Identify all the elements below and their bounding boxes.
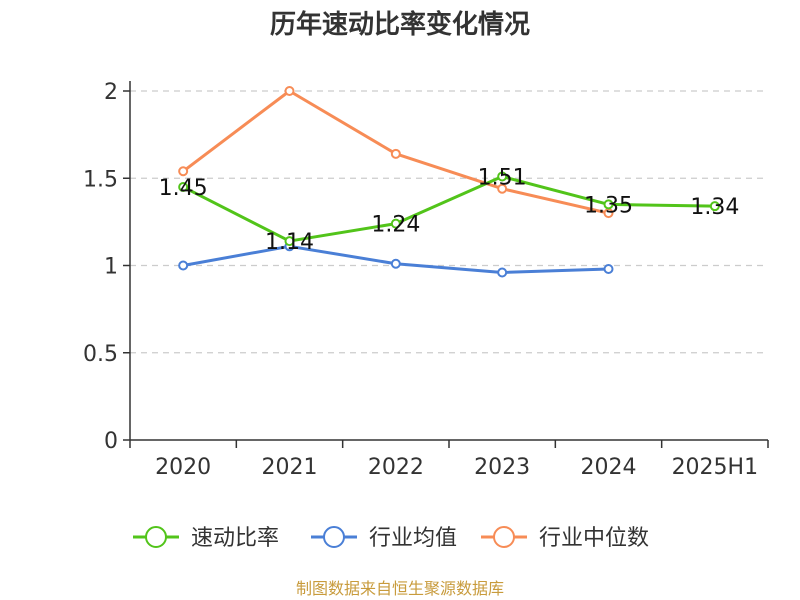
data-label: 1.35 [584, 193, 633, 218]
y-tick-label: 0.5 [83, 342, 118, 367]
series-point [497, 183, 508, 194]
series-point [603, 263, 614, 274]
legend-item[interactable]: 速动比率 [133, 526, 279, 551]
series-point [178, 260, 189, 271]
series-point [603, 199, 614, 210]
grid-lines [130, 90, 768, 354]
data-label: 1.45 [159, 176, 208, 201]
y-tick-label: 2 [104, 80, 118, 105]
legend: 速动比率 行业均值 行业中位数 [133, 526, 649, 551]
series-point [178, 166, 189, 177]
legend-marker [145, 526, 167, 548]
x-tick-label: 2021 [262, 455, 318, 480]
axes: 0 0.5 1 1.5 2 2020 2021 2022 2023 2024 2025H1 [83, 80, 769, 480]
legend-marker [493, 526, 515, 548]
x-tick-label: 2020 [155, 455, 211, 480]
data-label: 1.24 [371, 213, 420, 238]
series-point [390, 218, 401, 229]
series-point [709, 201, 720, 212]
chart-title: 历年速动比率变化情况 [270, 9, 530, 40]
series-point [284, 86, 295, 96]
y-tick-label: 1.5 [83, 167, 118, 192]
legend-label: 行业均值 [369, 526, 457, 551]
x-tick-label: 2025H1 [672, 455, 759, 480]
data-labels: 1.45 1.14 1.24 1.51 1.35 1.34 [159, 166, 740, 256]
legend-item[interactable]: 行业均值 [311, 526, 457, 551]
data-label: 1.14 [265, 230, 314, 255]
series-point [390, 258, 401, 269]
y-tick-label: 1 [104, 255, 118, 280]
series-layer [178, 86, 720, 278]
legend-item[interactable]: 行业中位数 [481, 526, 649, 551]
legend-label: 行业中位数 [539, 526, 649, 551]
series-point [284, 236, 295, 247]
x-tick-label: 2023 [474, 455, 530, 480]
data-label: 1.34 [690, 195, 739, 220]
series-point [390, 148, 401, 159]
legend-marker [323, 526, 345, 548]
series-point [178, 181, 189, 192]
x-tick-label: 2022 [368, 455, 424, 480]
x-tick-label: 2024 [581, 455, 637, 480]
series-line [182, 175, 715, 243]
legend-label: 速动比率 [191, 526, 279, 551]
series-point [497, 267, 508, 278]
data-label: 1.51 [478, 166, 527, 191]
source-note: 制图数据来自恒生聚源数据库 [296, 579, 504, 598]
series-point [497, 171, 508, 182]
y-tick-label: 0 [104, 429, 118, 454]
